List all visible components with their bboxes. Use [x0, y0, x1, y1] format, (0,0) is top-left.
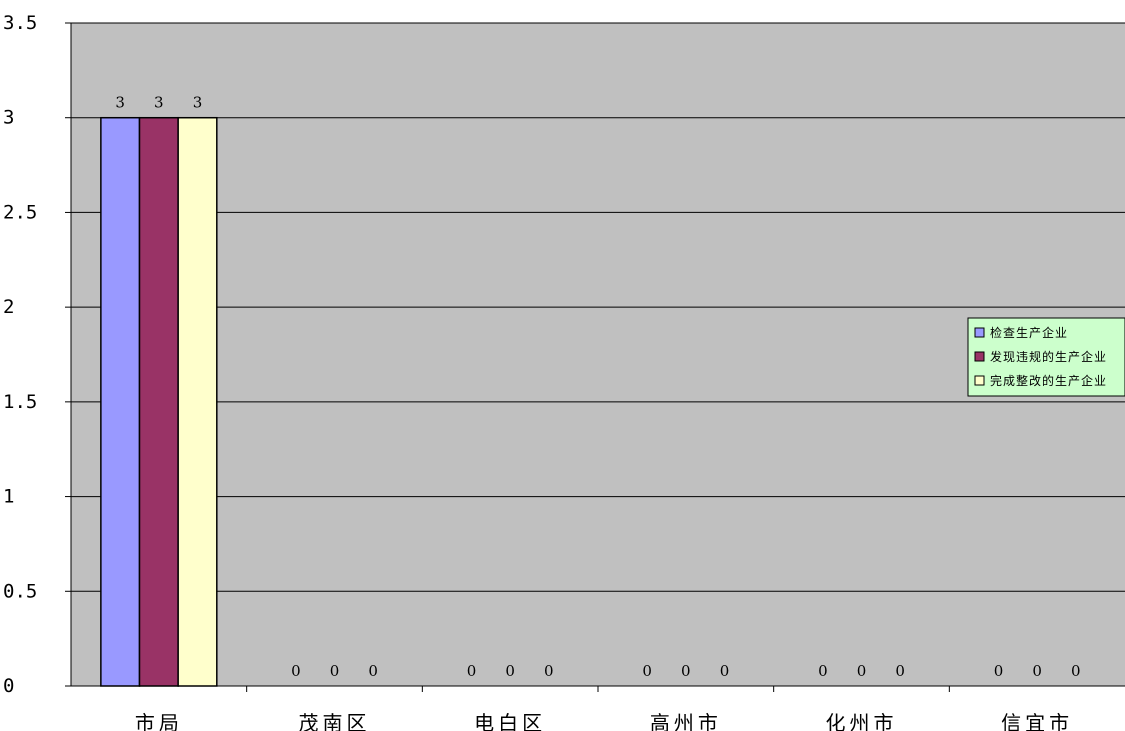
data-label: 0 [681, 662, 691, 680]
y-tick-label: 2 [3, 296, 14, 318]
data-label: 0 [857, 662, 867, 680]
data-label: 0 [330, 662, 340, 680]
legend-label: 发现违规的生产企业 [990, 349, 1107, 364]
data-label: 0 [818, 662, 828, 680]
legend-box [967, 317, 1125, 397]
y-tick-label: 3.5 [3, 12, 37, 34]
data-label: 0 [544, 662, 554, 680]
y-tick-label: 1.5 [3, 391, 37, 413]
y-tick-label: 2.5 [3, 201, 37, 223]
y-tick-label: 0 [3, 675, 14, 697]
data-label: 0 [368, 662, 378, 680]
y-axis: 0 0.5 1 1.5 2 2.5 3 3.5 [3, 12, 72, 697]
legend-label: 检查生产企业 [990, 325, 1068, 340]
data-label: 0 [505, 662, 515, 680]
legend-swatch [974, 375, 985, 386]
bar [100, 116, 141, 687]
gridlines [71, 22, 1125, 592]
data-label: 0 [895, 662, 905, 680]
data-label: 0 [642, 662, 652, 680]
data-label: 3 [115, 94, 125, 112]
x-tick-label: 电白区 [474, 711, 546, 731]
bars [100, 116, 218, 687]
plot-area [71, 23, 1125, 686]
bar [138, 116, 179, 687]
y-tick-label: 0.5 [3, 580, 37, 602]
data-label: 0 [1071, 662, 1081, 680]
data-label: 0 [1032, 662, 1042, 680]
data-label: 0 [467, 662, 477, 680]
x-tick-label: 茂南区 [299, 711, 371, 731]
data-label: 0 [720, 662, 730, 680]
x-tick-label: 信宜市 [1001, 711, 1073, 731]
x-tick-label: 化州市 [826, 711, 898, 731]
data-label: 0 [291, 662, 301, 680]
y-tick-label: 1 [3, 486, 14, 508]
data-labels: 3 3 3 0 0 0 0 0 0 0 0 0 0 0 0 0 0 0 [115, 94, 1080, 680]
x-axis: 市局 茂南区 电白区 高州市 化州市 信宜市 [71, 685, 1125, 731]
legend-label: 完成整改的生产企业 [990, 373, 1107, 388]
data-label: 3 [193, 94, 203, 112]
bar [177, 116, 218, 687]
x-tick-label: 高州市 [650, 711, 722, 731]
y-tick-label: 3 [3, 107, 14, 129]
x-tick-label: 市局 [135, 711, 183, 731]
legend-swatch [974, 351, 985, 362]
data-label: 3 [154, 94, 164, 112]
data-label: 0 [994, 662, 1004, 680]
legend-swatch [974, 327, 985, 338]
